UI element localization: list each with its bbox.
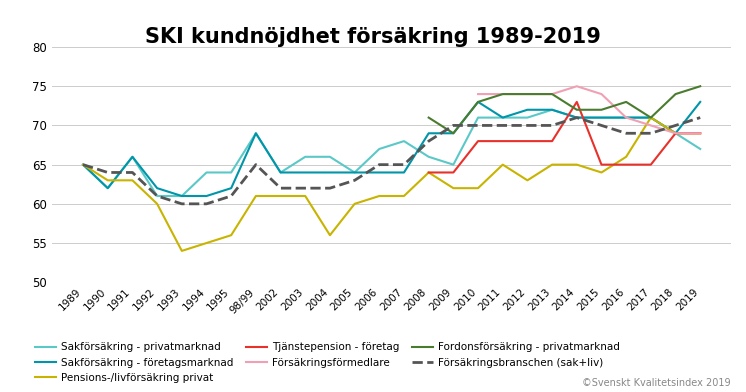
- Text: SKI kundnöjdhet försäkring 1989-2019: SKI kundnöjdhet försäkring 1989-2019: [145, 27, 601, 47]
- Text: ©Svenskt Kvalitetsindex 2019: ©Svenskt Kvalitetsindex 2019: [583, 378, 731, 388]
- Legend: Sakförsäkring - privatmarknad, Sakförsäkring - företagsmarknad, Pensions-/livför: Sakförsäkring - privatmarknad, Sakförsäk…: [35, 343, 620, 383]
